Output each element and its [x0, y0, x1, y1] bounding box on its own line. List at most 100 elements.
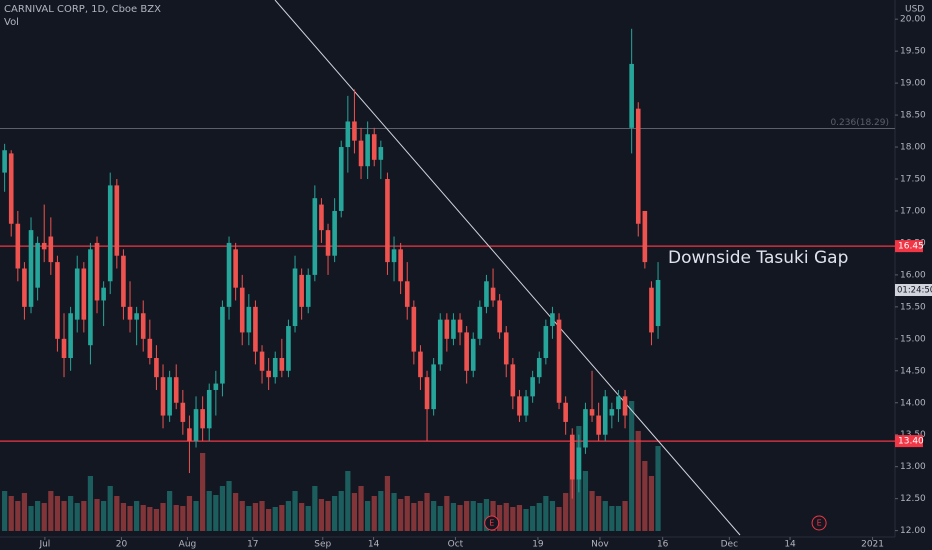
candle-body	[253, 306, 258, 352]
candle-body	[292, 268, 298, 327]
volume-layer	[2, 401, 661, 531]
candle-body	[338, 147, 344, 211]
candle-body	[345, 121, 351, 148]
candle-body	[477, 306, 483, 339]
volume-bar	[318, 499, 325, 531]
candle-body	[457, 319, 463, 333]
candle-body	[35, 242, 40, 288]
volume-bar	[21, 493, 28, 531]
volume-bar	[497, 505, 503, 531]
y-tick-label: 19.50	[900, 47, 926, 57]
volume-bar	[589, 491, 595, 531]
x-tick-label: 14	[368, 540, 380, 550]
candle-body	[312, 198, 318, 275]
x-tick-label: Dec	[721, 540, 738, 550]
y-tick-label: 13.00	[900, 462, 926, 472]
candle-body	[503, 332, 509, 365]
candle-body	[48, 236, 54, 263]
candle-body	[140, 313, 146, 339]
x-tick-label: Jul	[38, 540, 50, 550]
x-tick-label: 17	[247, 540, 258, 550]
volume-bar	[15, 501, 21, 531]
y-tick-label: 15.50	[900, 302, 926, 312]
candle-body	[556, 319, 562, 403]
candle-body	[68, 313, 73, 358]
candle-body	[239, 287, 245, 333]
candle-body	[431, 364, 436, 410]
y-tick-label: 18.50	[900, 111, 926, 121]
currency: USD	[905, 5, 924, 15]
candle-body	[259, 351, 265, 371]
x-tick-label: 19	[532, 540, 544, 550]
candle-body	[411, 306, 417, 352]
candle-body	[187, 428, 192, 442]
annotation: Downside Tasuki Gap	[668, 248, 848, 268]
candle-body	[121, 255, 126, 307]
x-tick-label: 14	[784, 540, 796, 550]
countdown-tag	[895, 284, 932, 297]
volume-bar	[312, 486, 318, 531]
volume-bar	[167, 491, 173, 531]
candle-body	[470, 338, 476, 371]
trendline	[274, 0, 741, 536]
candle-body	[193, 409, 199, 442]
candle-body	[510, 364, 516, 397]
candle-body	[233, 249, 238, 288]
volume-bar	[226, 481, 232, 531]
y-tick-label: 12.00	[900, 526, 926, 536]
y-tick-label: 17.50	[900, 175, 926, 185]
volume-bar	[8, 496, 14, 531]
volume-bar	[365, 501, 371, 531]
y-tick-label: 17.00	[900, 206, 926, 216]
candle-body	[127, 306, 133, 320]
volume-bar	[259, 501, 265, 531]
volume-bar	[351, 493, 358, 531]
level-label: 13.40	[898, 437, 924, 447]
level-tag	[895, 435, 923, 448]
candle-body	[173, 377, 179, 403]
candle-body	[246, 306, 252, 333]
volume-bar	[411, 503, 417, 531]
level-tag	[895, 240, 923, 253]
volume-bar	[74, 503, 80, 531]
volume-bar	[279, 505, 285, 531]
volume-bar	[292, 491, 298, 531]
volume-bar	[371, 496, 377, 531]
countdown-label: 01:24:50	[897, 286, 932, 296]
candle-body	[213, 383, 219, 390]
candle-body	[15, 223, 21, 269]
volume-bar	[596, 496, 602, 531]
volume-bar	[266, 509, 272, 531]
volume-bar	[233, 493, 239, 531]
candle-body	[635, 108, 641, 224]
candle-body	[147, 338, 153, 358]
y-tick-label: 14.00	[900, 398, 926, 408]
candle-body	[530, 377, 535, 397]
candle-body	[569, 434, 575, 480]
candle-body	[497, 300, 502, 333]
candle-body	[451, 319, 456, 339]
volume-bar	[114, 496, 120, 531]
x-tick-label: Nov	[591, 540, 609, 550]
candle-body	[484, 281, 489, 307]
x-tick-label: Sep	[314, 540, 331, 550]
earnings-marker	[484, 515, 500, 531]
candle-body	[583, 409, 588, 448]
volume-bar	[345, 471, 351, 531]
volume-bar	[28, 506, 34, 531]
candle-body	[536, 358, 542, 378]
candle-body	[602, 396, 608, 435]
candle-body	[134, 313, 139, 320]
volume-bar	[563, 493, 569, 531]
candle-body	[391, 249, 397, 263]
volume-bar	[398, 499, 404, 531]
candle-body	[272, 358, 278, 378]
volume-bar	[378, 491, 384, 531]
volume-bar	[193, 501, 199, 531]
volume-bar	[160, 503, 166, 531]
volume-bar	[477, 503, 483, 531]
candle-body	[8, 153, 14, 224]
candle-body	[41, 242, 47, 250]
volume-bar	[173, 505, 179, 531]
